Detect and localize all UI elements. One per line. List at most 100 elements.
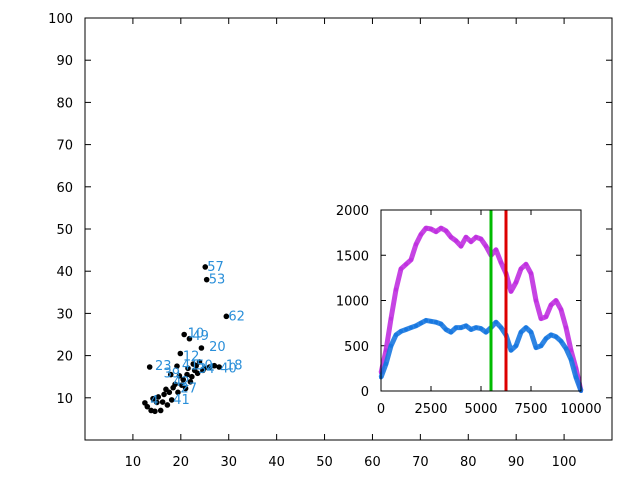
scatter-point bbox=[184, 371, 190, 378]
scatter-point-label: 41 bbox=[182, 359, 199, 374]
inset-x-axis: 0 2500 5000 7500 10000 bbox=[377, 210, 602, 417]
inset-series-point bbox=[454, 238, 458, 243]
inset-series-point bbox=[404, 262, 408, 267]
inset-x-tick-label: 0 bbox=[377, 402, 385, 417]
scatter-point bbox=[181, 331, 187, 338]
main-y-tick-label: 40 bbox=[56, 265, 73, 280]
inset-series-point bbox=[514, 280, 518, 285]
inset-series-point bbox=[529, 330, 533, 335]
inset-series-point bbox=[389, 343, 393, 348]
scatter-point-label: 41 bbox=[173, 393, 190, 408]
inset-series-point bbox=[544, 314, 548, 319]
scatter-point bbox=[185, 365, 191, 372]
scatter-point-label: 57 bbox=[207, 260, 224, 275]
scatter-point bbox=[146, 364, 153, 370]
inset-series-point bbox=[574, 375, 578, 380]
main-y-tick-label: 60 bbox=[56, 181, 73, 196]
scatter-point-label: 27 bbox=[180, 382, 197, 397]
scatter-point bbox=[175, 389, 181, 396]
scatter-point bbox=[206, 364, 213, 370]
inset-series-point bbox=[534, 298, 538, 303]
scatter-point bbox=[176, 373, 183, 379]
inset-series-point bbox=[484, 244, 488, 249]
scatter-point bbox=[154, 399, 160, 406]
inset-series-point bbox=[519, 266, 523, 271]
inset-series-point bbox=[524, 325, 528, 330]
inset-x-tick-label: 2500 bbox=[414, 402, 447, 417]
inset-plot-frame bbox=[380, 209, 582, 392]
scatter-point bbox=[196, 359, 203, 365]
inset-series-point bbox=[544, 336, 548, 341]
inset-series-point bbox=[559, 307, 563, 312]
inset-series-point bbox=[564, 325, 568, 330]
scatter-point bbox=[161, 391, 167, 398]
scatter-point bbox=[164, 402, 171, 408]
inset-series-point bbox=[409, 325, 413, 330]
inset-series-point bbox=[414, 323, 418, 328]
main-x-tick-label: 70 bbox=[412, 455, 429, 470]
inset-x-tick-label: 5000 bbox=[464, 402, 497, 417]
scatter-point-label: 49 bbox=[192, 329, 209, 344]
scatter-point-label: 23 bbox=[155, 359, 172, 374]
inset-series-point bbox=[399, 266, 403, 271]
inset-series-point bbox=[459, 325, 463, 330]
inset-series-point bbox=[564, 346, 568, 351]
scatter-point bbox=[144, 403, 151, 410]
inset-background bbox=[331, 202, 587, 413]
main-y-tick-label: 70 bbox=[56, 139, 73, 154]
scatter-point bbox=[178, 382, 185, 388]
scatter-point-label: 40 bbox=[220, 361, 237, 376]
inset-series-point bbox=[444, 327, 448, 332]
scatter-point bbox=[223, 313, 230, 320]
scatter-point-label: 50 bbox=[196, 359, 213, 374]
scatter-point bbox=[202, 264, 209, 270]
scatter-point-label: 20 bbox=[209, 340, 226, 355]
scatter-point-label: 34 bbox=[198, 362, 215, 377]
main-x-tick-label: 60 bbox=[364, 455, 381, 470]
main-x-tick-label: 80 bbox=[460, 455, 477, 470]
inset-series-point bbox=[459, 244, 463, 249]
inset-series-point bbox=[449, 235, 453, 240]
scatter-point bbox=[193, 362, 199, 369]
scatter-point bbox=[201, 365, 208, 372]
scatter-point bbox=[182, 385, 189, 392]
scatter-point bbox=[152, 408, 158, 415]
scatter-point bbox=[203, 276, 210, 283]
scatter-point bbox=[198, 345, 205, 351]
main-x-tick-label: 10 bbox=[125, 455, 142, 470]
inset-series-point bbox=[469, 327, 473, 332]
inset-series-point bbox=[464, 235, 468, 240]
scatter-point bbox=[194, 370, 201, 377]
inset-series-point bbox=[434, 320, 438, 325]
scatter-point bbox=[174, 363, 180, 369]
scatter-point-label: 10 bbox=[188, 327, 205, 342]
inset-series-point bbox=[529, 271, 533, 276]
inset-series-point bbox=[569, 357, 573, 362]
inset-x-tick-label: 10000 bbox=[560, 402, 601, 417]
inset-y-tick-label: 1000 bbox=[336, 295, 369, 310]
inset-series-point bbox=[464, 323, 468, 328]
inset-series-point bbox=[414, 242, 418, 247]
inset-series-point bbox=[494, 320, 498, 325]
inset-series-point bbox=[549, 332, 553, 337]
inset-series-point bbox=[494, 247, 498, 252]
inset-series-point bbox=[419, 321, 423, 326]
main-x-tick-label: 20 bbox=[173, 455, 190, 470]
scatter-point bbox=[216, 364, 222, 370]
main-y-tick-label: 30 bbox=[56, 307, 73, 322]
inset-series-point bbox=[539, 316, 543, 321]
scatter-point bbox=[159, 399, 166, 405]
scatter-point bbox=[168, 397, 175, 403]
scatter-point-label: 12 bbox=[183, 349, 200, 364]
main-y-tick-label: 50 bbox=[56, 223, 73, 238]
inset-series-point bbox=[439, 226, 443, 231]
inset-series-point bbox=[419, 232, 423, 237]
inset-series-point bbox=[474, 325, 478, 330]
inset-series-point bbox=[509, 289, 513, 294]
inset-series-point bbox=[524, 262, 528, 267]
inset-series-point bbox=[434, 229, 438, 234]
inset-series-point bbox=[449, 330, 453, 335]
